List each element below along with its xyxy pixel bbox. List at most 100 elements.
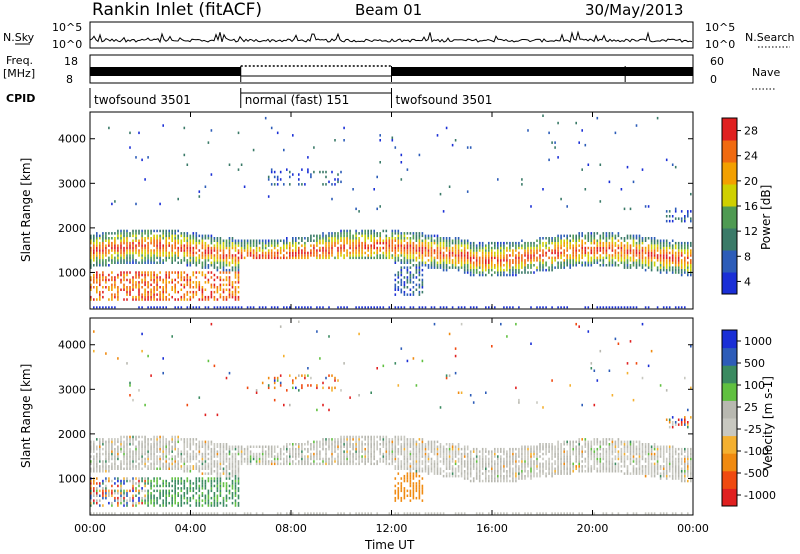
velocity-cell (141, 487, 143, 490)
power-cell (337, 246, 339, 250)
power-cell (466, 241, 469, 245)
velocity-cell (120, 496, 122, 500)
power-floor-cell (635, 306, 638, 309)
power-cell (569, 241, 571, 245)
power-cell (500, 251, 502, 255)
power-cell (650, 244, 653, 247)
power-cell (629, 259, 632, 262)
velocity-cell (141, 460, 143, 463)
power-cell (557, 244, 559, 247)
velocity-cell (337, 443, 339, 446)
power-cell (406, 168, 409, 171)
power-cell (391, 246, 394, 250)
velocity-cell (228, 477, 231, 480)
power-cell (548, 256, 550, 260)
power-cell (491, 264, 493, 267)
velocity-cell (292, 455, 294, 458)
power-cell (186, 232, 189, 235)
power-cell (509, 244, 511, 247)
power-floor-cell (400, 306, 403, 309)
velocity-cell (117, 452, 119, 456)
velocity-cell (99, 482, 101, 485)
power-cell (527, 256, 529, 260)
power-cell (201, 288, 204, 291)
velocity-cell (126, 443, 128, 446)
velocity-cell (228, 484, 231, 488)
power-cell (138, 273, 140, 277)
velocity-cell (210, 479, 213, 483)
power-cell (466, 264, 469, 267)
velocity-floor-cell (279, 512, 282, 515)
power-cell (186, 246, 189, 250)
power-cell (156, 246, 158, 250)
velocity-cell (156, 447, 158, 451)
velocity-cell (412, 487, 415, 490)
power-cell (171, 229, 173, 233)
velocity-cell (168, 462, 170, 466)
power-cell (349, 229, 351, 233)
power-cell (656, 246, 659, 250)
power-cell (307, 168, 309, 171)
power-cell (406, 249, 409, 252)
velocity-cell (322, 462, 324, 466)
power-cell (463, 261, 466, 264)
velocity-cell (144, 489, 146, 493)
power-cell (656, 254, 659, 257)
power-cell (497, 178, 499, 181)
power-cell (90, 237, 92, 240)
power-cell (629, 207, 632, 211)
power-cell (629, 256, 632, 260)
velocity-cell (231, 492, 234, 495)
power-cell (400, 244, 403, 247)
power-cell (457, 249, 460, 252)
power-cell (638, 246, 641, 250)
power-cell (108, 232, 110, 235)
power-cell (379, 134, 381, 137)
velocity-cell (204, 457, 207, 461)
velocity-cell (216, 482, 219, 485)
velocity-cell (153, 447, 155, 451)
power-cell (126, 286, 128, 289)
power-cell (159, 259, 161, 262)
velocity-cell (162, 371, 164, 375)
power-floor-cell (373, 306, 375, 309)
velocity-cell (448, 447, 451, 451)
power-floor-cell (617, 306, 620, 309)
power-cell (168, 256, 170, 260)
velocity-cell (279, 374, 282, 377)
velocity-cell (141, 496, 143, 500)
power-cell (258, 246, 261, 250)
velocity-cell (156, 457, 158, 461)
power-cell (593, 241, 596, 245)
velocity-cell (234, 452, 237, 456)
power-cell (439, 256, 442, 260)
velocity-cell (388, 455, 391, 458)
power-cell (198, 234, 201, 238)
velocity-cell (289, 447, 291, 451)
power-cell (497, 273, 499, 277)
power-floor-cell (539, 306, 541, 309)
power-cell (279, 178, 282, 181)
power-cell (506, 261, 508, 264)
velocity-cell (295, 462, 297, 466)
velocity-cell (135, 460, 137, 463)
power-cell (123, 254, 125, 257)
power-cell (334, 239, 336, 242)
power-cell (418, 246, 421, 250)
power-cell (295, 244, 297, 247)
velocity-cell (207, 504, 210, 507)
power-cell (201, 271, 204, 274)
power-cell (684, 217, 686, 220)
power-cell (665, 271, 668, 274)
power-cell (488, 259, 490, 262)
velocity-cell (153, 499, 155, 502)
power-cell (623, 251, 626, 255)
power-cell (322, 183, 324, 186)
power-cell (427, 244, 430, 247)
velocity-cell (129, 440, 131, 444)
velocity-cell (325, 440, 327, 444)
power-cell (289, 241, 291, 245)
power-cell (276, 244, 279, 247)
power-cell (436, 249, 439, 252)
power-cell (159, 244, 161, 247)
